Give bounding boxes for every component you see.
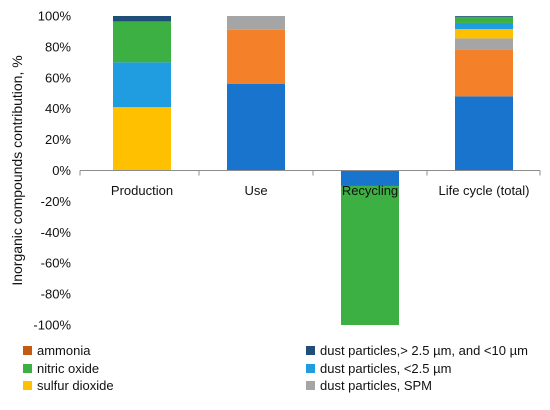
bar-segment <box>113 16 171 22</box>
legend-label: nitric oxide <box>37 361 99 376</box>
bar-segment <box>455 49 513 97</box>
y-tick-label: 40% <box>45 101 71 116</box>
x-category-label: Production <box>111 183 173 198</box>
bar-segment <box>227 83 285 171</box>
y-tick-label: -40% <box>41 225 72 240</box>
legend: ammonia dust particles,> 2.5 µm, and <10 … <box>23 343 528 393</box>
legend-swatch <box>23 364 32 373</box>
legend-label: dust particles, SPM <box>320 378 432 393</box>
legend-label: sulfur dioxide <box>37 378 114 393</box>
bar-segment <box>113 21 171 63</box>
legend-swatch <box>306 364 315 373</box>
y-tick-label: -20% <box>41 194 72 209</box>
x-category-label: Use <box>244 183 267 198</box>
bar-segment <box>341 185 399 325</box>
bar-segment <box>455 22 513 30</box>
bar-segment <box>113 62 171 108</box>
x-axis-labels: Production Use Recycling Life cycle (total) <box>111 183 530 198</box>
y-tick-label: 80% <box>45 39 71 54</box>
y-axis-label: Inorganic compounds contribution, % <box>9 55 25 285</box>
bar-segment <box>455 96 513 171</box>
y-tick-label: 60% <box>45 70 71 85</box>
x-category-label: Recycling <box>342 183 398 198</box>
legend-label: ammonia <box>37 343 91 358</box>
bar-segment <box>455 29 513 39</box>
bars-group <box>113 16 513 325</box>
y-tick-label: 0% <box>52 163 71 178</box>
legend-swatch <box>306 346 315 355</box>
y-tick-label: -60% <box>41 256 72 271</box>
y-tick-label: -80% <box>41 287 72 302</box>
y-tick-label: 100% <box>38 9 72 24</box>
bar-segment <box>455 16 513 23</box>
y-tick-label: -100% <box>33 318 71 333</box>
legend-label: dust particles,> 2.5 µm, and <10 µm <box>320 343 528 358</box>
y-axis-ticks: 100% 80% 60% 40% 20% 0% -20% -40% -60% -80% -100% <box>33 9 71 333</box>
bar-segment <box>227 29 285 84</box>
legend-swatch <box>23 381 32 390</box>
y-tick-label: 20% <box>45 132 71 147</box>
x-category-label: Life cycle (total) <box>438 183 529 198</box>
bar-segment <box>341 170 399 186</box>
legend-label: dust particles, <2.5 µm <box>320 361 451 376</box>
bar-segment <box>455 16 513 17</box>
bar-segment <box>113 107 171 171</box>
zero-axis <box>79 170 541 176</box>
bar-segment <box>227 16 285 30</box>
bar-segment <box>455 38 513 50</box>
legend-swatch <box>23 346 32 355</box>
legend-swatch <box>306 381 315 390</box>
